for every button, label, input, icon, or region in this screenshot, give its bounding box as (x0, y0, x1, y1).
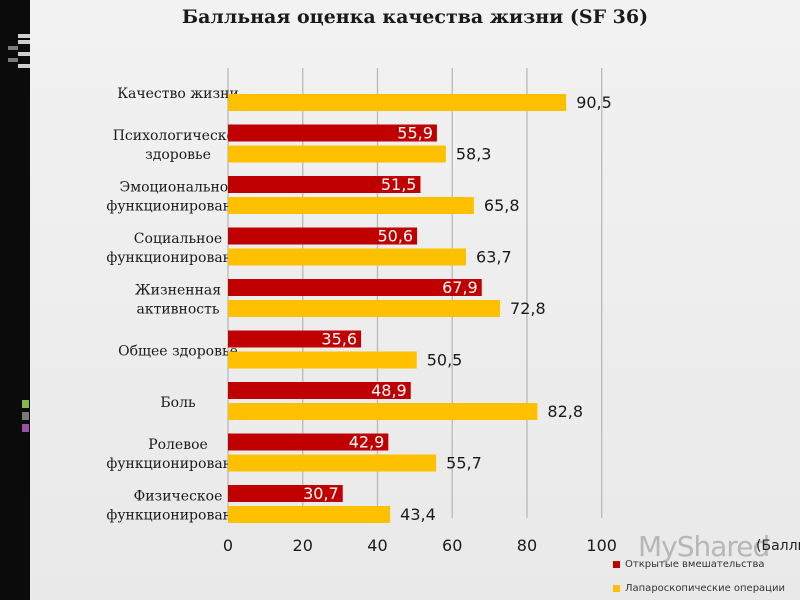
data-label: 50,5 (427, 351, 463, 370)
bar-series1 (228, 124, 437, 142)
category-label: функционирование (106, 250, 249, 266)
category-label: функционирование (106, 199, 249, 215)
data-label: 50,6 (377, 227, 413, 246)
bar-series2 (228, 506, 391, 523)
bar-series2 (228, 94, 567, 111)
data-label: 65,8 (484, 196, 520, 215)
watermark-logo: MyShared (638, 530, 770, 563)
data-label: 43,4 (400, 505, 436, 524)
bar-series1 (228, 176, 421, 193)
legend-item-series1: Открытые вмешательства (613, 559, 765, 570)
x-tick-label: 0 (223, 536, 233, 555)
data-label: 51,5 (381, 175, 417, 194)
category-label: активность (136, 302, 219, 318)
data-label: 55,9 (397, 124, 433, 143)
decor-stripe (18, 40, 36, 44)
data-label: 42,9 (349, 433, 385, 452)
data-label: 55,7 (446, 454, 482, 473)
bar-series2 (228, 351, 417, 369)
data-label: 72,8 (510, 299, 546, 318)
category-label: Боль (160, 395, 196, 411)
data-label: 67,9 (442, 278, 478, 297)
category-label: Эмоциональное (119, 180, 236, 196)
chart-title: Балльная оценка качества жизни (SF 36) (181, 6, 649, 28)
legend-item-series2: Лапароскопические операции (613, 583, 785, 594)
bar-series2 (228, 454, 437, 472)
bar-series2 (228, 145, 446, 163)
x-tick-label: 100 (586, 536, 617, 555)
category-label: Общее здоровье (118, 344, 238, 360)
data-label: 90,5 (576, 93, 612, 112)
data-label: 82,8 (547, 402, 583, 421)
bar-series1 (228, 227, 418, 245)
x-axis-unit-label: (Баллы) (756, 538, 800, 554)
decor-stripe (8, 46, 18, 50)
legend-label: Лапароскопические операции (625, 583, 785, 594)
category-label: Ролевое (148, 437, 208, 453)
bar-series1 (228, 382, 411, 399)
x-tick-label: 20 (293, 536, 313, 555)
x-tick-label: 80 (517, 536, 537, 555)
bar-series2 (228, 248, 467, 266)
decor-stripe (8, 58, 18, 62)
bar-series1 (228, 433, 389, 451)
decor-stripe (18, 64, 36, 68)
bar-series1 (228, 330, 362, 348)
bar-series2 (228, 197, 474, 214)
decor-stripe (18, 34, 36, 38)
category-label: здоровье (145, 147, 211, 163)
x-tick-label: 40 (367, 536, 387, 555)
data-label: 35,6 (321, 330, 357, 349)
bar-series1 (228, 279, 482, 296)
data-label: 48,9 (371, 381, 407, 400)
left-decor-bar (0, 0, 36, 600)
data-label: 63,7 (476, 248, 512, 267)
bar-series2 (228, 403, 538, 420)
chart-panel: Балльная оценка качества жизни (SF 36) 0… (30, 0, 800, 600)
category-label: Жизненная (135, 283, 221, 299)
legend-label: Открытые вмешательства (625, 559, 765, 570)
decor-square (22, 412, 29, 420)
decor-stripe (18, 52, 36, 56)
category-label: Физическое (134, 489, 223, 505)
decor-square (22, 400, 29, 408)
bar-series1 (228, 485, 343, 502)
bar-chart: 0 20 40 60 80 100 Качество жизни 90,5 Психологич… (106, 68, 617, 555)
category-label: функционирование (106, 508, 249, 524)
decor-square (22, 424, 29, 432)
category-label: функционирование (106, 456, 249, 472)
x-tick-label: 60 (442, 536, 462, 555)
legend-swatch (613, 561, 620, 568)
data-label: 58,3 (456, 145, 492, 164)
legend-swatch (613, 585, 620, 592)
category-label: Психологическое (113, 128, 244, 144)
bar-series2 (228, 300, 501, 317)
category-label: Социальное (134, 231, 222, 247)
category-label: Качество жизни (117, 86, 239, 102)
data-label: 30,7 (303, 484, 339, 503)
